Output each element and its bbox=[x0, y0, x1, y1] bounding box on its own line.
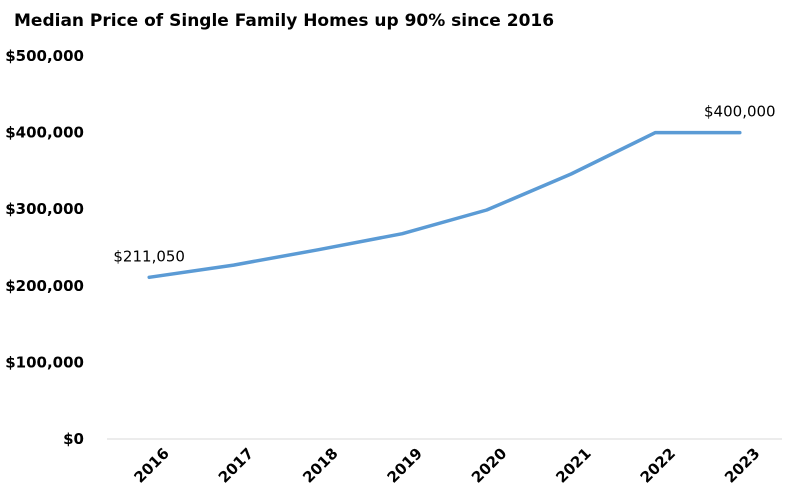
data-point bbox=[569, 172, 573, 176]
data-labels: $211,050 $400,000 bbox=[113, 103, 775, 266]
x-tick-label: 2021 bbox=[552, 444, 594, 486]
data-point bbox=[738, 131, 742, 135]
series-line bbox=[147, 130, 742, 280]
y-axis-tick-labels: $0 $100,000 $200,000 $300,000 $400,000 $500,0… bbox=[5, 47, 84, 448]
data-point bbox=[653, 131, 657, 135]
y-tick-label: $100,000 bbox=[5, 353, 84, 371]
x-tick-label: 2022 bbox=[637, 444, 679, 486]
series-group bbox=[147, 130, 742, 280]
chart-title: Median Price of Single Family Homes up 9… bbox=[14, 11, 554, 31]
data-label: $400,000 bbox=[704, 103, 776, 121]
y-tick-label: $500,000 bbox=[5, 47, 84, 65]
data-point bbox=[485, 208, 489, 212]
data-point bbox=[147, 275, 151, 279]
data-point bbox=[316, 248, 320, 252]
y-tick-label: $300,000 bbox=[5, 200, 84, 218]
x-tick-label: 2016 bbox=[131, 444, 173, 486]
x-tick-label: 2017 bbox=[215, 444, 257, 486]
x-axis-tick-labels: 2016 2017 2018 2019 2020 2021 2022 2023 bbox=[131, 444, 764, 486]
data-label: $211,050 bbox=[113, 247, 185, 265]
data-point bbox=[400, 232, 404, 236]
x-tick-label: 2020 bbox=[468, 444, 510, 486]
x-tick-label: 2019 bbox=[384, 444, 426, 486]
y-tick-label: $400,000 bbox=[5, 124, 84, 142]
data-point bbox=[232, 263, 236, 267]
y-tick-label: $200,000 bbox=[5, 277, 84, 295]
x-tick-label: 2018 bbox=[299, 444, 341, 486]
x-tick-label: 2023 bbox=[721, 444, 763, 486]
y-tick-label: $0 bbox=[63, 430, 84, 448]
